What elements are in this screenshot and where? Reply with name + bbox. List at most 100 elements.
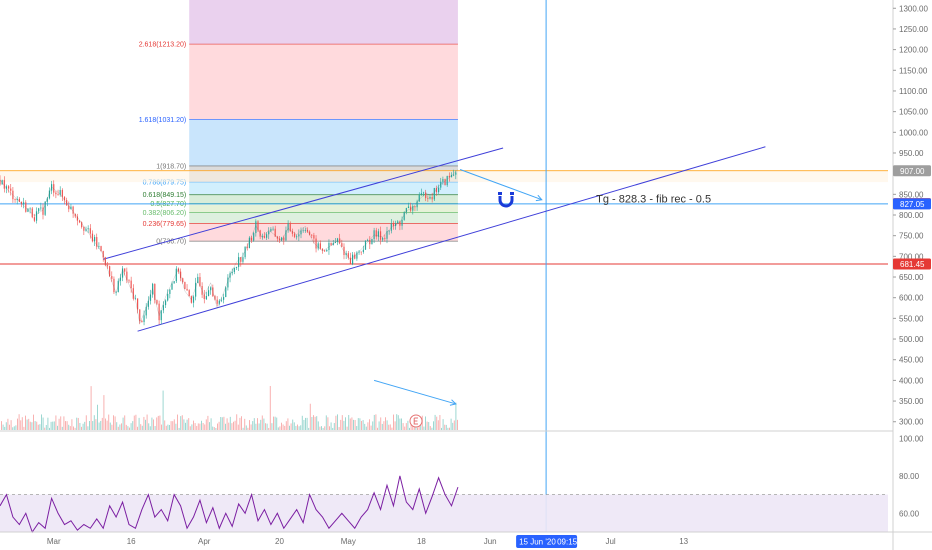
- volume-bar: [92, 421, 94, 430]
- volume-bar: [301, 415, 303, 430]
- channel-lines[interactable]: [103, 146, 766, 332]
- volume-bar: [93, 415, 95, 430]
- projection-arrows[interactable]: [373, 169, 543, 406]
- volume-bar: [2, 424, 4, 430]
- candle-body: [229, 273, 231, 278]
- volume-bar: [445, 424, 447, 430]
- candle-body: [364, 240, 367, 250]
- volume-bar: [121, 423, 122, 430]
- volume-bar: [42, 417, 44, 430]
- volume-bar: [434, 414, 436, 430]
- candle-body: [16, 198, 18, 201]
- candle-body: [311, 234, 313, 236]
- candle-body: [115, 291, 117, 293]
- fib-level-label: 0.786(879.75): [143, 180, 187, 187]
- volume-bar: [285, 421, 287, 430]
- volume-bar: [437, 420, 439, 430]
- rsi-band: [0, 494, 888, 532]
- volume-bar: [282, 424, 284, 430]
- volume-bar: [268, 427, 270, 430]
- volume-bar: [113, 415, 114, 430]
- candle-body: [328, 242, 330, 250]
- volume-bar: [153, 419, 154, 430]
- candle-body: [126, 271, 128, 281]
- volume-bar: [225, 423, 226, 430]
- volume-bar: [37, 424, 39, 430]
- volume-bar: [394, 421, 396, 430]
- candle-body: [102, 251, 104, 258]
- candle-body: [139, 309, 141, 321]
- candle-body: [51, 184, 53, 191]
- candle-body: [171, 283, 173, 290]
- volume-bar: [138, 417, 140, 430]
- volume-bar: [234, 420, 236, 430]
- volume-bar: [31, 422, 33, 430]
- volume-bar: [426, 421, 428, 430]
- volume-bar: [13, 426, 15, 430]
- price-tick-label: 950.00: [899, 149, 924, 158]
- volume-bar: [197, 423, 199, 430]
- candle-body: [188, 290, 190, 297]
- volume-bar: [322, 427, 324, 430]
- volume-bar: [28, 418, 30, 430]
- candle-body: [177, 268, 180, 272]
- price-tick-label: 1200.00: [899, 46, 928, 55]
- volume-bar: [204, 424, 206, 430]
- volume-bar: [303, 419, 305, 430]
- fib-level-label: 0.618(849.15): [143, 192, 187, 199]
- candle-body: [210, 287, 212, 291]
- price-badge: [893, 198, 931, 210]
- volume-bar: [281, 422, 282, 430]
- volume-bar: [188, 418, 190, 430]
- candle-body: [81, 222, 83, 228]
- candle-body: [68, 205, 70, 210]
- volume-bar: [253, 418, 255, 430]
- price-tick-label: 1050.00: [899, 108, 928, 117]
- candle-body: [72, 206, 74, 214]
- candle-body: [287, 223, 289, 231]
- candle-body: [100, 246, 102, 252]
- volume-bar: [141, 425, 143, 430]
- candle-body: [25, 202, 27, 212]
- volume-bar: [98, 422, 100, 430]
- volume-bar: [181, 415, 183, 430]
- candle-body: [420, 193, 422, 195]
- volume-bar: [402, 423, 404, 430]
- candle-body: [306, 229, 309, 232]
- channel-line-1: [137, 146, 766, 332]
- volume-bar: [193, 420, 194, 430]
- volume-bar: [65, 421, 66, 430]
- volume-bar: [260, 419, 262, 430]
- volume-bar: [151, 417, 153, 430]
- candle-body: [203, 294, 205, 300]
- volume-bar: [111, 424, 113, 430]
- candle-body: [55, 192, 57, 195]
- candle-body: [31, 208, 33, 218]
- price-badge-label: 907.00: [900, 167, 925, 176]
- candle-body: [410, 206, 412, 211]
- candle-body: [141, 320, 143, 323]
- candle-body: [132, 288, 134, 299]
- volume-bar: [210, 418, 212, 430]
- price-tick-label: 400.00: [899, 376, 924, 385]
- candle-body: [343, 246, 345, 256]
- candle-body: [12, 190, 14, 200]
- volume-bar: [449, 427, 450, 430]
- candle-body: [334, 242, 336, 243]
- fib-level-label: 0(736.70): [156, 239, 186, 246]
- channel-line-0: [103, 147, 504, 260]
- rsi-tick-label: 60.00: [899, 509, 920, 518]
- volume-bar: [367, 422, 369, 430]
- volume-bar: [154, 426, 156, 430]
- candle-body: [244, 246, 246, 258]
- chart-markers[interactable]: 15 Jun '20 09:15: [409, 192, 578, 548]
- candle-body: [33, 217, 35, 221]
- volume-bar: [149, 426, 151, 430]
- volume-bar: [49, 427, 50, 430]
- price-tick-label: 550.00: [899, 314, 924, 323]
- volume-bar: [170, 421, 172, 430]
- volume-bar: [63, 416, 65, 430]
- volume-bar: [252, 421, 254, 430]
